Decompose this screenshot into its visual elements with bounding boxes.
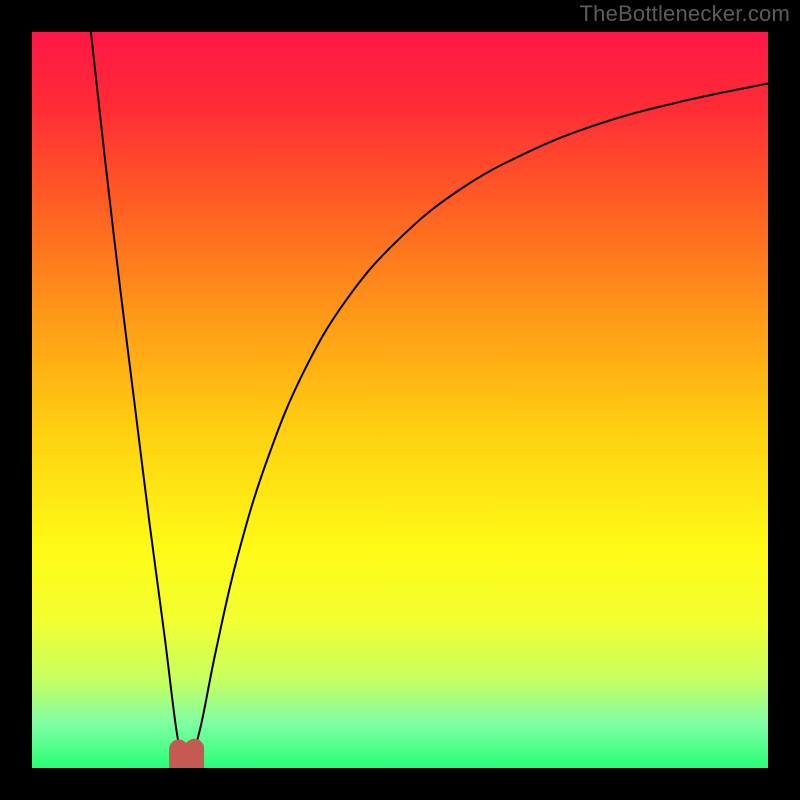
watermark-text: TheBottlenecker.com <box>580 0 800 28</box>
bottleneck-chart <box>0 0 800 800</box>
chart-frame: TheBottlenecker.com <box>0 0 800 800</box>
chart-background-gradient <box>32 32 768 768</box>
